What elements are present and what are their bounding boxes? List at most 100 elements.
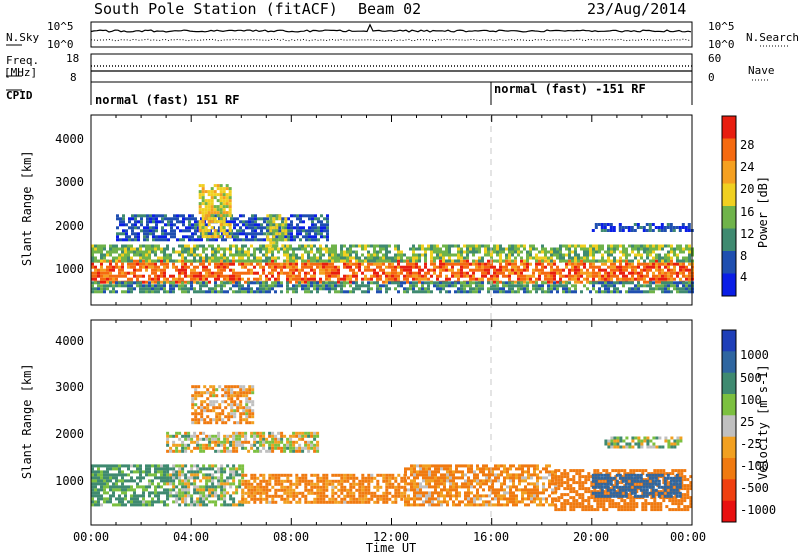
power-cell-r4 — [208, 235, 211, 238]
power-cell-r2 — [328, 281, 331, 284]
power-cell-r1 — [556, 254, 559, 257]
power-cell-r0 — [379, 269, 382, 272]
power-cell-r0 — [451, 275, 454, 278]
power-cell-r6 — [631, 229, 634, 232]
power-cell-r5 — [272, 226, 275, 229]
power-cell-r5 — [275, 238, 278, 241]
velocity-cell-r3 — [440, 479, 443, 482]
power-cell-r1 — [118, 248, 121, 251]
power-cell-r1 — [289, 260, 292, 263]
velocity-cell-r2 — [394, 498, 397, 501]
power-cell-r3 — [326, 214, 329, 217]
power-cell-r0 — [652, 275, 655, 278]
power-cell-r6 — [607, 223, 610, 226]
power-cell-r4 — [223, 223, 226, 226]
velocity-cell-r4 — [590, 496, 593, 499]
velocity-cell-r2 — [331, 474, 334, 477]
velocity-cell-r3 — [521, 473, 524, 476]
power-cell-r3 — [134, 223, 137, 226]
velocity-cell-r3 — [455, 503, 458, 506]
power-cell-r4 — [217, 232, 220, 235]
power-cell-r4 — [217, 187, 220, 190]
power-cell-r6 — [601, 226, 604, 229]
power-cell-r0 — [688, 272, 691, 275]
power-cell-r3 — [287, 238, 290, 241]
power-cell-r1 — [181, 251, 184, 254]
power-cell-r1 — [484, 254, 487, 257]
power-cell-r0 — [478, 269, 481, 272]
power-cell-r0 — [181, 278, 184, 281]
velocity-cell-r3 — [536, 473, 539, 476]
velocity-cell-r2 — [298, 492, 301, 495]
velocity-cell-r4 — [584, 478, 587, 481]
power-cell-r0 — [160, 269, 163, 272]
velocity-cell-r2 — [250, 492, 253, 495]
velocity-cell-r2 — [322, 489, 325, 492]
power-cell-r1 — [109, 254, 112, 257]
power-cell-r1 — [160, 248, 163, 251]
velocity-cell-r2 — [271, 474, 274, 477]
power-cell-r0 — [466, 263, 469, 266]
power-cell-r2 — [142, 287, 145, 290]
power-cell-r2 — [457, 290, 460, 293]
power-cell-r0 — [157, 278, 160, 281]
velocity-cell-r3 — [515, 485, 518, 488]
power-cell-r2 — [208, 287, 211, 290]
power-cell-r3 — [257, 232, 260, 235]
power-cell-r6 — [598, 223, 601, 226]
velocity-cell-r2 — [349, 492, 352, 495]
power-cell-r0 — [508, 269, 511, 272]
velocity-cell-r3 — [422, 503, 425, 506]
velocity-cell-r4 — [554, 469, 557, 472]
power-cell-r3 — [155, 235, 158, 238]
velocity-cell-r3 — [506, 473, 509, 476]
power-cell-r4 — [208, 199, 211, 202]
power-cell-r0 — [598, 278, 601, 281]
velocity-cell-r1 — [178, 482, 181, 485]
velocity-cell-r2 — [340, 483, 343, 486]
power-cell-r3 — [320, 235, 323, 238]
power-cell-r0 — [538, 263, 541, 266]
power-cell-r2 — [307, 284, 310, 287]
power-cell-r5 — [275, 244, 278, 247]
power-cell-r1 — [589, 251, 592, 254]
power-cell-r3 — [317, 220, 320, 223]
velocity-cell-r2 — [274, 477, 277, 480]
power-cell-r3 — [173, 229, 176, 232]
power-cell-r1 — [385, 251, 388, 254]
velocity-cell-r3 — [470, 497, 473, 500]
power-cell-r1 — [508, 254, 511, 257]
power-cell-r1 — [223, 248, 226, 251]
power-cell-r0 — [244, 263, 247, 266]
power-cell-r2 — [241, 284, 244, 287]
velocity-cell-r3 — [428, 479, 431, 482]
velocity-cell-r3 — [452, 485, 455, 488]
velocity-cell-r3 — [518, 467, 521, 470]
power-cell-r0 — [676, 263, 679, 266]
velocity-cell-r3 — [497, 464, 500, 467]
power-cell-r2 — [370, 287, 373, 290]
velocity-cell-r3 — [425, 473, 428, 476]
velocity-cell-r2 — [316, 474, 319, 477]
velocity-cell-r0 — [121, 485, 124, 488]
velocity-cell-r0 — [157, 482, 160, 485]
velocity-cell-r0 — [130, 479, 133, 482]
power-cell-r3 — [194, 232, 197, 235]
power-cell-r2 — [508, 284, 511, 287]
power-cell-r4 — [223, 220, 226, 223]
power-cell-r2 — [427, 287, 430, 290]
velocity-cell-r3 — [545, 500, 548, 503]
velocity-cell-r4 — [569, 496, 572, 499]
power-cell-r0 — [145, 266, 148, 269]
velocity-cell-r4 — [557, 496, 560, 499]
power-cell-r0 — [415, 272, 418, 275]
velocity-cell-r4 — [554, 508, 557, 511]
velocity-cell-r4 — [563, 475, 566, 478]
power-cell-r0 — [139, 266, 142, 269]
velocity-cell-r1 — [178, 488, 181, 491]
power-cell-r0 — [148, 266, 151, 269]
velocity-cell-r2 — [379, 474, 382, 477]
velocity-cell-r2 — [322, 501, 325, 504]
velocity-cell-r2 — [277, 489, 280, 492]
power-cell-r1 — [505, 248, 508, 251]
